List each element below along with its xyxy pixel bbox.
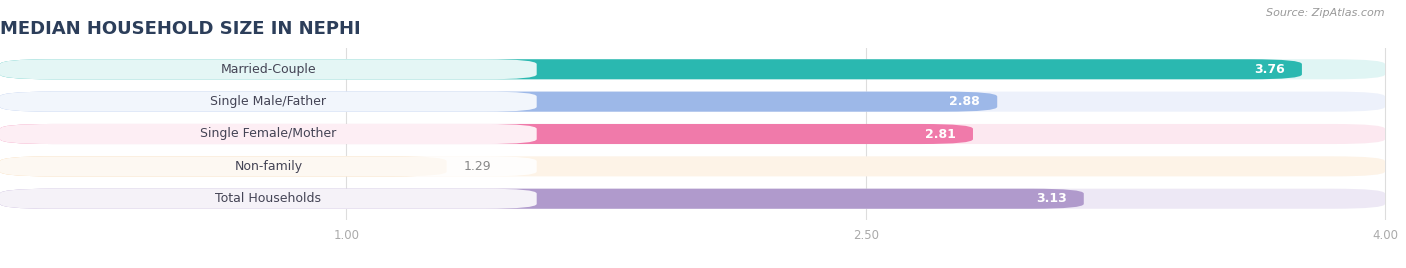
FancyBboxPatch shape xyxy=(0,124,1385,144)
FancyBboxPatch shape xyxy=(0,92,997,112)
FancyBboxPatch shape xyxy=(0,59,1385,79)
FancyBboxPatch shape xyxy=(0,92,1385,112)
Text: 1.29: 1.29 xyxy=(464,160,492,173)
Text: 3.13: 3.13 xyxy=(1036,192,1067,205)
Text: Single Male/Father: Single Male/Father xyxy=(211,95,326,108)
FancyBboxPatch shape xyxy=(0,189,537,209)
FancyBboxPatch shape xyxy=(0,189,1385,209)
FancyBboxPatch shape xyxy=(0,156,1385,176)
Text: 3.76: 3.76 xyxy=(1254,63,1285,76)
FancyBboxPatch shape xyxy=(0,59,537,79)
Text: Non-family: Non-family xyxy=(235,160,302,173)
FancyBboxPatch shape xyxy=(0,189,1084,209)
Text: Total Households: Total Households xyxy=(215,192,322,205)
Text: Source: ZipAtlas.com: Source: ZipAtlas.com xyxy=(1267,8,1385,18)
Text: 2.81: 2.81 xyxy=(925,128,956,140)
FancyBboxPatch shape xyxy=(0,156,447,176)
FancyBboxPatch shape xyxy=(0,124,973,144)
FancyBboxPatch shape xyxy=(0,92,537,112)
FancyBboxPatch shape xyxy=(0,124,537,144)
Text: Single Female/Mother: Single Female/Mother xyxy=(200,128,336,140)
Text: Married-Couple: Married-Couple xyxy=(221,63,316,76)
FancyBboxPatch shape xyxy=(0,59,1302,79)
Text: 2.88: 2.88 xyxy=(949,95,980,108)
Text: MEDIAN HOUSEHOLD SIZE IN NEPHI: MEDIAN HOUSEHOLD SIZE IN NEPHI xyxy=(0,20,360,38)
FancyBboxPatch shape xyxy=(0,156,537,176)
